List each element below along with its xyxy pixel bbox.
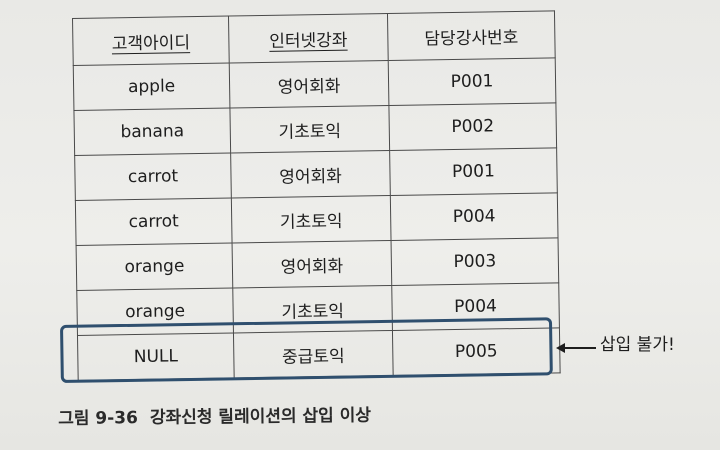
cell-course: 영어회화 [230,150,391,199]
figure-caption: 그림 9-36 강좌신청 릴레이션의 삽입 이상 [58,401,371,429]
cell-instructor: P003 [391,237,559,286]
table-row: orange 영어회화 P003 [76,237,559,291]
table-row: banana 기초토익 P002 [73,102,557,156]
table-row: apple 영어회화 P001 [73,57,556,111]
cell-course: 기초토익 [231,195,392,244]
cell-instructor: P002 [388,102,557,151]
figure-number: 그림 9-36 [58,408,139,429]
cell-instructor: P001 [389,147,558,196]
cell-customer-id: carrot [75,198,233,246]
table-header-row: 고객아이디 인터넷강좌 담당강사번호 [72,10,556,66]
header-customer-id-label: 고객아이디 [111,32,191,54]
cell-customer-id: apple [73,63,230,111]
left-arrow-icon [556,343,596,353]
cell-customer-id: banana [73,108,231,156]
header-internet-course: 인터넷강좌 [228,13,389,64]
table-row: carrot 기초토익 P004 [75,192,559,246]
insert-impossible-note: 삽입 불가! [600,335,675,355]
header-instructor-number: 담당강사번호 [387,10,556,61]
figure-caption-text: 강좌신청 릴레이션의 삽입 이상 [149,405,372,429]
cell-instructor: P001 [388,57,556,106]
cell-instructor: P004 [390,192,559,241]
header-instructor-number-label: 담당강사번호 [424,27,519,49]
cell-customer-id: orange [76,243,233,291]
cell-customer-id: carrot [74,153,232,201]
header-customer-id: 고객아이디 [72,16,230,66]
anomaly-highlight-box [60,317,553,383]
cell-course: 영어회화 [229,60,389,109]
table-row: carrot 영어회화 P001 [74,147,558,201]
header-internet-course-label: 인터넷강좌 [269,30,348,52]
cell-course: 영어회화 [232,240,392,289]
cell-course: 기초토익 [229,105,390,154]
